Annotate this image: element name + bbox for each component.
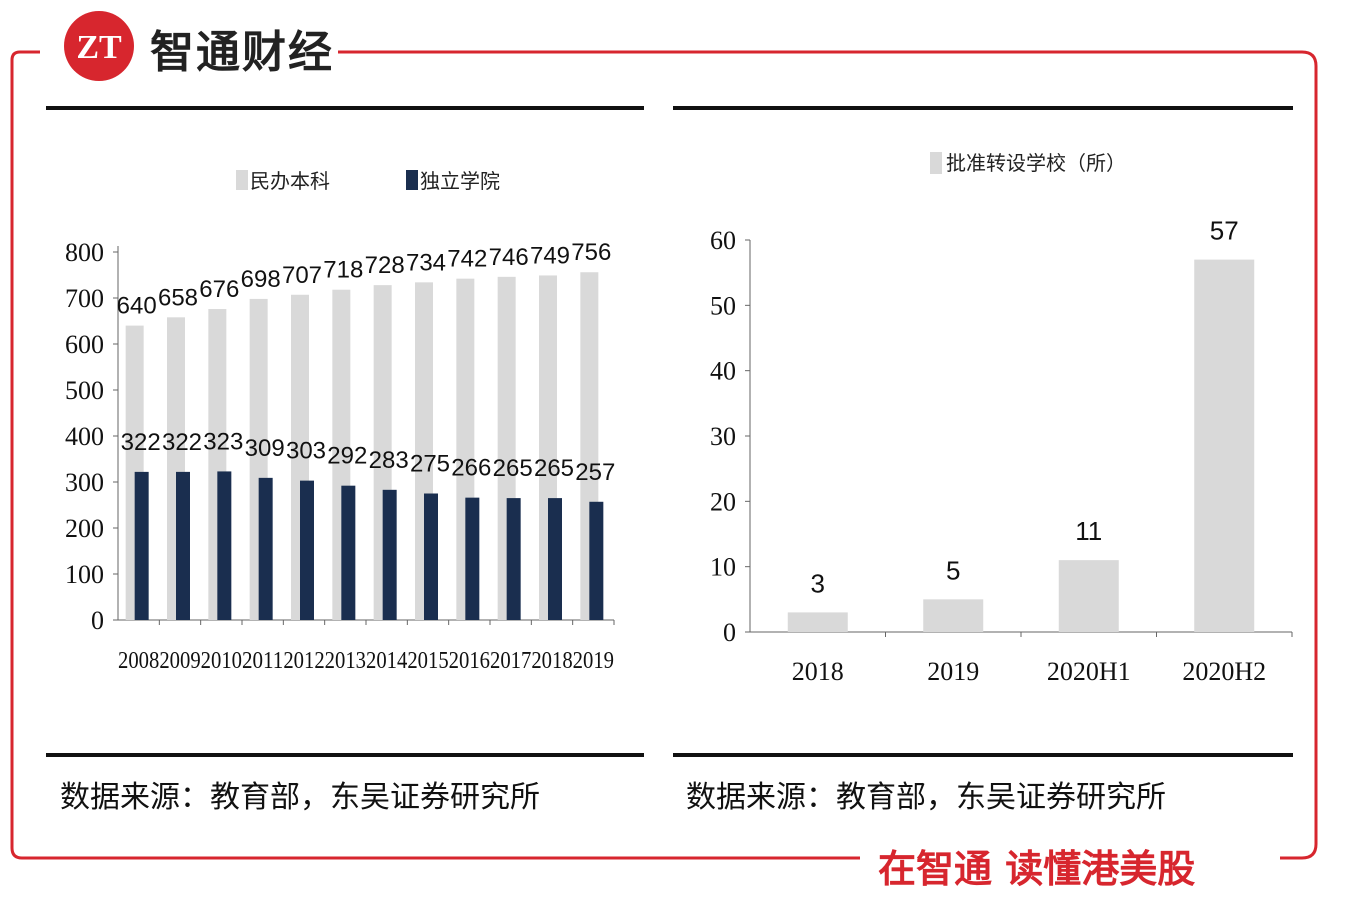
value-label-private: 676 (199, 276, 239, 303)
value-label-independent: 257 (575, 459, 615, 486)
y-tick-label: 50 (710, 291, 736, 320)
y-tick-label: 0 (723, 618, 736, 647)
y-tick-label: 100 (65, 560, 104, 589)
brand-name: 智通财经 (150, 27, 334, 78)
value-label: 3 (811, 568, 825, 598)
bar-independent-2008 (134, 471, 149, 620)
value-label-private: 749 (530, 242, 570, 269)
x-tick-label: 2012 (283, 648, 324, 674)
value-label-independent: 309 (245, 435, 285, 462)
bar-2018 (787, 612, 848, 632)
bar-2019 (923, 599, 984, 632)
y-tick-label: 700 (65, 284, 104, 313)
value-label-independent: 266 (451, 455, 491, 482)
y-tick-label: 200 (65, 514, 104, 543)
value-label-independent: 322 (162, 429, 202, 456)
bar-2020H2 (1194, 259, 1255, 632)
brand-slogan: 在智通 读懂港美股 (872, 838, 1202, 893)
x-tick-label: 2015 (407, 648, 448, 674)
value-label-independent: 322 (121, 429, 161, 456)
legend-swatch-2 (406, 170, 418, 190)
bar-independent-2012 (300, 480, 314, 620)
legend-label-1: 民办本科 (250, 170, 330, 193)
x-tick-label: 2016 (449, 648, 490, 674)
bar-independent-2013 (341, 485, 356, 620)
y-tick-label: 300 (65, 468, 104, 497)
bar-independent-2016 (465, 497, 480, 620)
chart-approved-conversions: 批准转设学校（所） 0 10 20 30 40 50 60 3 2018 5 2019 11 2020H1… (710, 152, 1293, 686)
y-tick-label: 10 (710, 553, 736, 582)
bar-independent-2015 (424, 493, 438, 620)
bar-independent-2019 (589, 501, 604, 620)
x-tick-label: 2020H2 (1182, 657, 1266, 686)
x-tick-label: 2013 (325, 648, 366, 674)
legend-swatch-1 (930, 152, 942, 174)
value-label-private: 756 (571, 239, 611, 266)
value-label-independent: 275 (410, 451, 450, 478)
bar-independent-2017 (506, 498, 521, 620)
left-bottom-rule (46, 753, 644, 757)
value-label-private: 658 (158, 284, 198, 311)
value-label-private: 707 (282, 262, 322, 289)
bar-2020H1 (1058, 560, 1119, 632)
value-label-private: 742 (447, 246, 487, 273)
y-tick-label: 500 (65, 376, 104, 405)
x-tick-label: 2017 (490, 648, 531, 674)
left-top-rule (46, 106, 644, 110)
right-top-rule (673, 106, 1293, 110)
right-bottom-rule (673, 753, 1293, 757)
bar-independent-2018 (548, 498, 562, 620)
x-tick-label: 2008 (118, 648, 159, 674)
value-label-independent: 323 (203, 428, 243, 455)
value-label: 57 (1210, 216, 1239, 246)
source-note-left: 数据来源：教育部，东吴证券研究所 (60, 780, 540, 815)
y-tick-label: 400 (65, 422, 104, 451)
x-tick-label: 2011 (242, 648, 283, 674)
x-tick-label: 2010 (201, 648, 242, 674)
svg-text:ZT: ZT (76, 29, 122, 66)
value-label-private: 728 (365, 252, 405, 279)
source-note-right: 数据来源：教育部，东吴证券研究所 (686, 780, 1166, 815)
value-label-independent: 303 (286, 438, 326, 465)
chart-private-universities: 民办本科 独立学院 0 100 200 300 400 500 600 700 800 640 322 2… (65, 170, 615, 674)
x-tick-label: 2014 (366, 648, 407, 674)
x-tick-label: 2018 (792, 657, 844, 686)
value-label-independent: 265 (493, 455, 533, 482)
bar-independent-2010 (217, 471, 232, 620)
y-tick-label: 800 (65, 238, 104, 267)
x-tick-label: 2018 (531, 648, 572, 674)
y-tick-label: 20 (710, 487, 736, 516)
value-label: 11 (1075, 516, 1102, 546)
x-tick-label: 2020H1 (1047, 657, 1131, 686)
value-label-private: 718 (323, 257, 363, 284)
y-tick-label: 0 (91, 606, 104, 635)
y-tick-label: 600 (65, 330, 104, 359)
value-label-private: 734 (406, 249, 446, 276)
value-label: 5 (946, 555, 960, 585)
bar-independent-2011 (258, 477, 273, 620)
value-label-independent: 283 (369, 447, 409, 474)
y-tick-label: 30 (710, 422, 736, 451)
value-label-private: 746 (489, 244, 529, 271)
value-label-independent: 292 (327, 443, 367, 470)
bar-independent-2014 (382, 489, 397, 620)
x-tick-label: 2019 (927, 657, 979, 686)
y-tick-label: 40 (710, 357, 736, 386)
x-tick-label: 2019 (573, 648, 614, 674)
legend-label-1: 批准转设学校（所） (946, 152, 1126, 175)
value-label-independent: 265 (534, 455, 574, 482)
brand-logo: ZT (64, 11, 134, 81)
value-label-private: 698 (241, 266, 281, 293)
legend-label-2: 独立学院 (420, 170, 500, 193)
bar-independent-2009 (176, 471, 190, 620)
value-label-private: 640 (117, 293, 157, 320)
x-tick-label: 2009 (159, 648, 200, 674)
legend-swatch-1 (236, 170, 248, 190)
y-tick-label: 60 (710, 226, 736, 255)
